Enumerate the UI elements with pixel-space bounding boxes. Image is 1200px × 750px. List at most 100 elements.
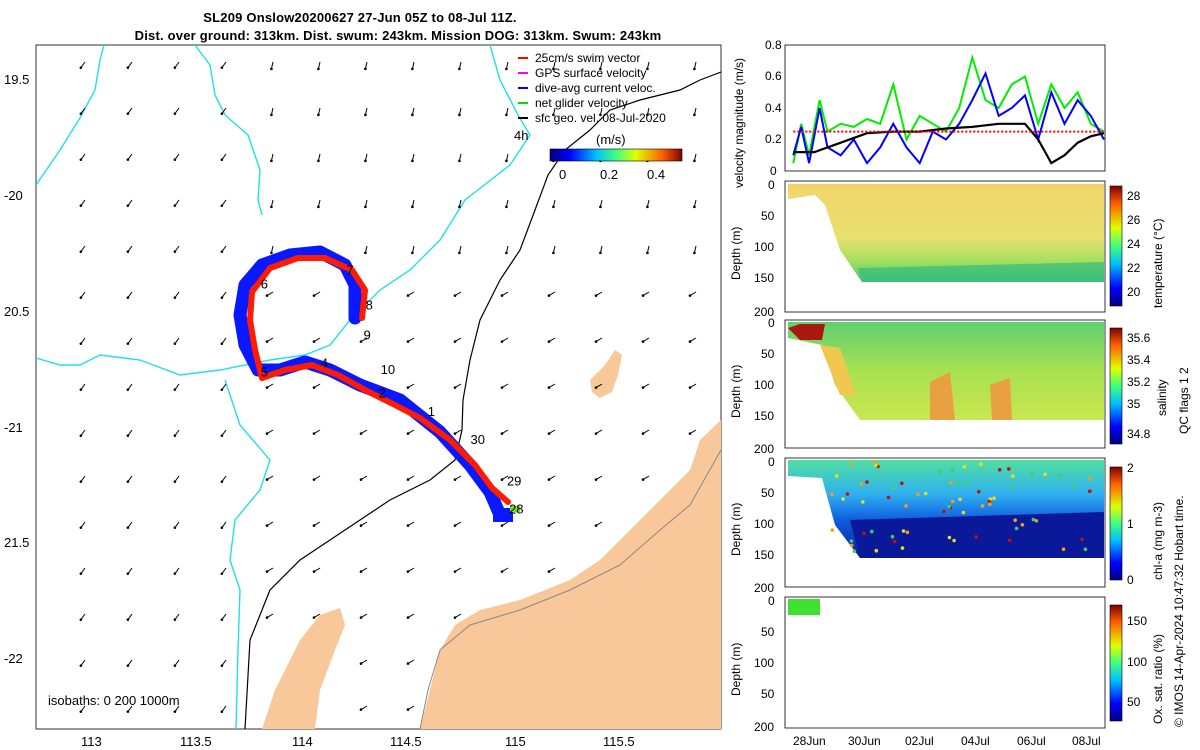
velocity-arrow-head bbox=[599, 205, 602, 209]
velocity-arrow-head bbox=[173, 342, 177, 345]
chl-dot bbox=[890, 534, 895, 539]
velocity-arrow-head bbox=[364, 67, 367, 71]
day-label: 4 bbox=[321, 355, 328, 370]
lon-tick: 115 bbox=[505, 734, 526, 749]
velocity-arrow-head bbox=[265, 478, 269, 481]
chl-dot bbox=[874, 548, 879, 553]
chl-dot bbox=[1011, 474, 1015, 479]
sal-ytick: 0 bbox=[768, 316, 775, 330]
chl-dot bbox=[1088, 477, 1092, 481]
velocity-arrow-head bbox=[220, 158, 224, 161]
colorbar-tick-2: 0.4 bbox=[647, 167, 665, 182]
chl-dot bbox=[849, 543, 854, 548]
sal-surface-high bbox=[788, 324, 825, 340]
chl-dot bbox=[1057, 473, 1062, 477]
chl-dot bbox=[974, 535, 978, 539]
temp-deep-layer bbox=[858, 262, 1104, 282]
velocity-arrow-head bbox=[500, 524, 504, 527]
velocity-arrow-head bbox=[312, 616, 316, 619]
chl-dot bbox=[988, 497, 993, 501]
velocity-arrow-head bbox=[646, 113, 649, 117]
velocity-arrow-head bbox=[594, 340, 598, 343]
track-age-label: 4h bbox=[514, 128, 528, 143]
velocity-arrow-head bbox=[220, 572, 224, 575]
oxygen-panel: 50 100 150 Ox. sat. ratio (%) Depth (m) … bbox=[729, 594, 1165, 734]
velocity-arrow-head bbox=[547, 570, 551, 573]
chl-dot bbox=[1088, 489, 1092, 494]
velocity-arrow-head bbox=[453, 478, 457, 481]
sal-colorbar bbox=[1109, 327, 1123, 445]
chl-dot bbox=[901, 529, 906, 533]
chl-ytick: 0 bbox=[768, 455, 775, 469]
day-label: 10 bbox=[381, 362, 395, 377]
velocity-arrow-head bbox=[406, 432, 410, 435]
map-colorbar bbox=[549, 148, 683, 162]
ox-ytick: 0 bbox=[768, 594, 775, 608]
chl-dot bbox=[1034, 519, 1039, 523]
velocity-arrow-head bbox=[646, 67, 649, 71]
velocity-arrow-head bbox=[220, 112, 224, 115]
chl-dot bbox=[850, 462, 854, 466]
velocity-arrow-head bbox=[458, 205, 461, 209]
colorbar-tick-1: 0.2 bbox=[600, 167, 618, 182]
velocity-arrow-head bbox=[453, 294, 457, 297]
isobath-gray bbox=[419, 449, 721, 729]
chl-dots bbox=[830, 460, 1092, 553]
land-mass bbox=[420, 420, 721, 729]
figure-title-line1: SL209 Onslow20200627 27-Jun 05Z to 08-Ju… bbox=[203, 10, 517, 25]
vel-ylabel: velocity magnitude (m/s) bbox=[732, 58, 746, 188]
legend-entry: net glider velocity bbox=[535, 96, 628, 110]
chl-dot bbox=[1010, 485, 1015, 490]
velocity-arrow-head bbox=[552, 205, 555, 209]
chl-dot bbox=[1007, 538, 1012, 543]
chl-dot bbox=[1031, 517, 1036, 522]
colorbar-unit: (m/s) bbox=[596, 132, 626, 147]
temp-ylabel: Depth (m) bbox=[729, 227, 743, 280]
sal-ylabel: Depth (m) bbox=[729, 365, 743, 418]
chl-ylabel: Depth (m) bbox=[729, 503, 743, 556]
figure-title-line2: Dist. over ground: 313km. Dist. swum: 24… bbox=[134, 28, 662, 43]
day-label: 28 bbox=[509, 501, 523, 516]
temp-ytick: 0 bbox=[768, 178, 775, 192]
chl-dot bbox=[841, 497, 845, 501]
velocity-arrow-head bbox=[126, 66, 130, 69]
day-label: 2 bbox=[379, 385, 386, 400]
velocity-arrow-head bbox=[220, 710, 224, 713]
sal-patch bbox=[990, 378, 1012, 420]
chl-dot bbox=[942, 509, 946, 514]
velocity-arrow-head bbox=[594, 432, 598, 435]
track-start-blob bbox=[493, 508, 513, 522]
velocity-arrow-head bbox=[359, 340, 363, 343]
velocity-arrow-head bbox=[126, 480, 130, 483]
chl-dot bbox=[830, 528, 835, 532]
velocity-arrow-head bbox=[406, 662, 410, 665]
sal-ytick: 150 bbox=[754, 409, 774, 423]
velocity-arrow-head bbox=[599, 251, 602, 255]
velocity-arrow-head bbox=[270, 251, 273, 255]
velocity-arrow-head bbox=[126, 388, 130, 391]
sal-section bbox=[788, 322, 1104, 420]
velocity-arrow-head bbox=[500, 478, 504, 481]
chl-ytick: 50 bbox=[761, 486, 775, 500]
chl-dot bbox=[845, 492, 850, 496]
ox-ytick: 200 bbox=[754, 720, 774, 734]
velocity-frame bbox=[784, 44, 1106, 172]
velocity-arrow-head bbox=[688, 340, 692, 343]
velocity-arrow-head bbox=[359, 478, 363, 481]
chl-dot bbox=[865, 480, 869, 484]
velocity-arrow-head bbox=[173, 480, 177, 483]
velocity-arrow-head bbox=[693, 67, 696, 71]
isobaths-legend: isobaths: 0 200 1000m bbox=[48, 693, 180, 708]
velocity-arrow-head bbox=[220, 618, 224, 621]
day-label: 6 bbox=[261, 276, 268, 291]
chl-dot bbox=[979, 462, 983, 467]
lat-tick: 20.5 bbox=[4, 304, 29, 319]
temp-ytick: 150 bbox=[754, 271, 774, 285]
legend-entry: sfc geo. vel. 08-Jul-2020 bbox=[535, 111, 666, 125]
sal-cb-label: salinity bbox=[1155, 379, 1169, 416]
velocity-arrow-head bbox=[453, 570, 457, 573]
velocity-arrow-head bbox=[220, 388, 224, 391]
velocity-arrow-head bbox=[364, 205, 367, 209]
land-mass-west bbox=[262, 608, 345, 729]
chl-dot bbox=[1013, 518, 1017, 522]
